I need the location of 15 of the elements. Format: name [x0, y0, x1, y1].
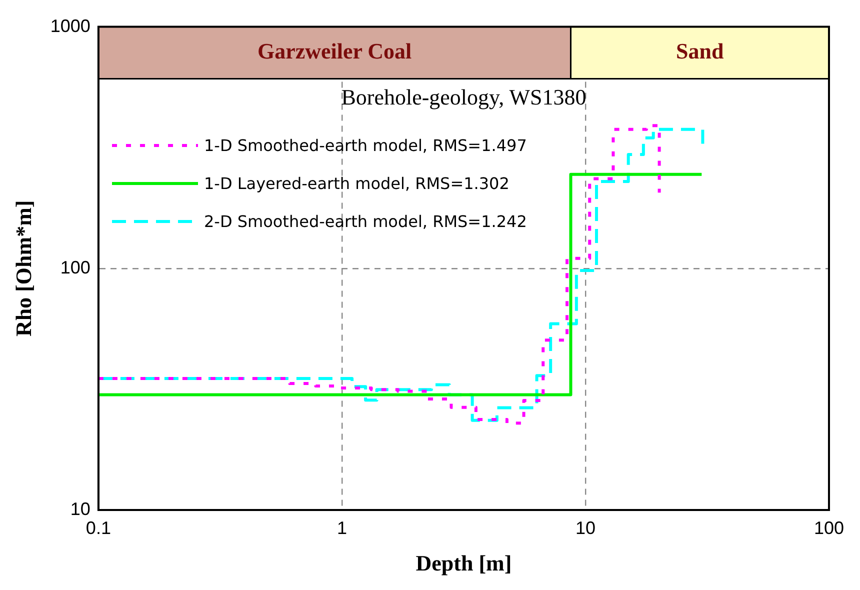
x-axis-title: Depth [m] — [416, 550, 512, 576]
y-axis-title: Rho [Ohm*m] — [10, 200, 36, 337]
x-tick-label: 100 — [814, 518, 844, 538]
x-tick-label: 10 — [575, 518, 596, 538]
legend-label: 1-D Layered-earth model, RMS=1.302 — [204, 174, 510, 192]
x-tick-label: 1 — [336, 518, 347, 538]
y-tick-label: 100 — [60, 257, 90, 278]
band-label: Garzweiler Coal — [258, 38, 412, 64]
text: Borehole-geology, WS1380 — [341, 84, 586, 110]
legend-label: 2-D Smoothed-earth model, RMS=1.242 — [204, 212, 527, 230]
y-tick-label: 10 — [70, 498, 90, 519]
band-label: Sand — [676, 38, 724, 64]
legend-label: 1-D Smoothed-earth model, RMS=1.497 — [204, 136, 527, 154]
y-tick-label: 1000 — [50, 16, 90, 36]
x-tick-label: 0.1 — [86, 518, 111, 538]
